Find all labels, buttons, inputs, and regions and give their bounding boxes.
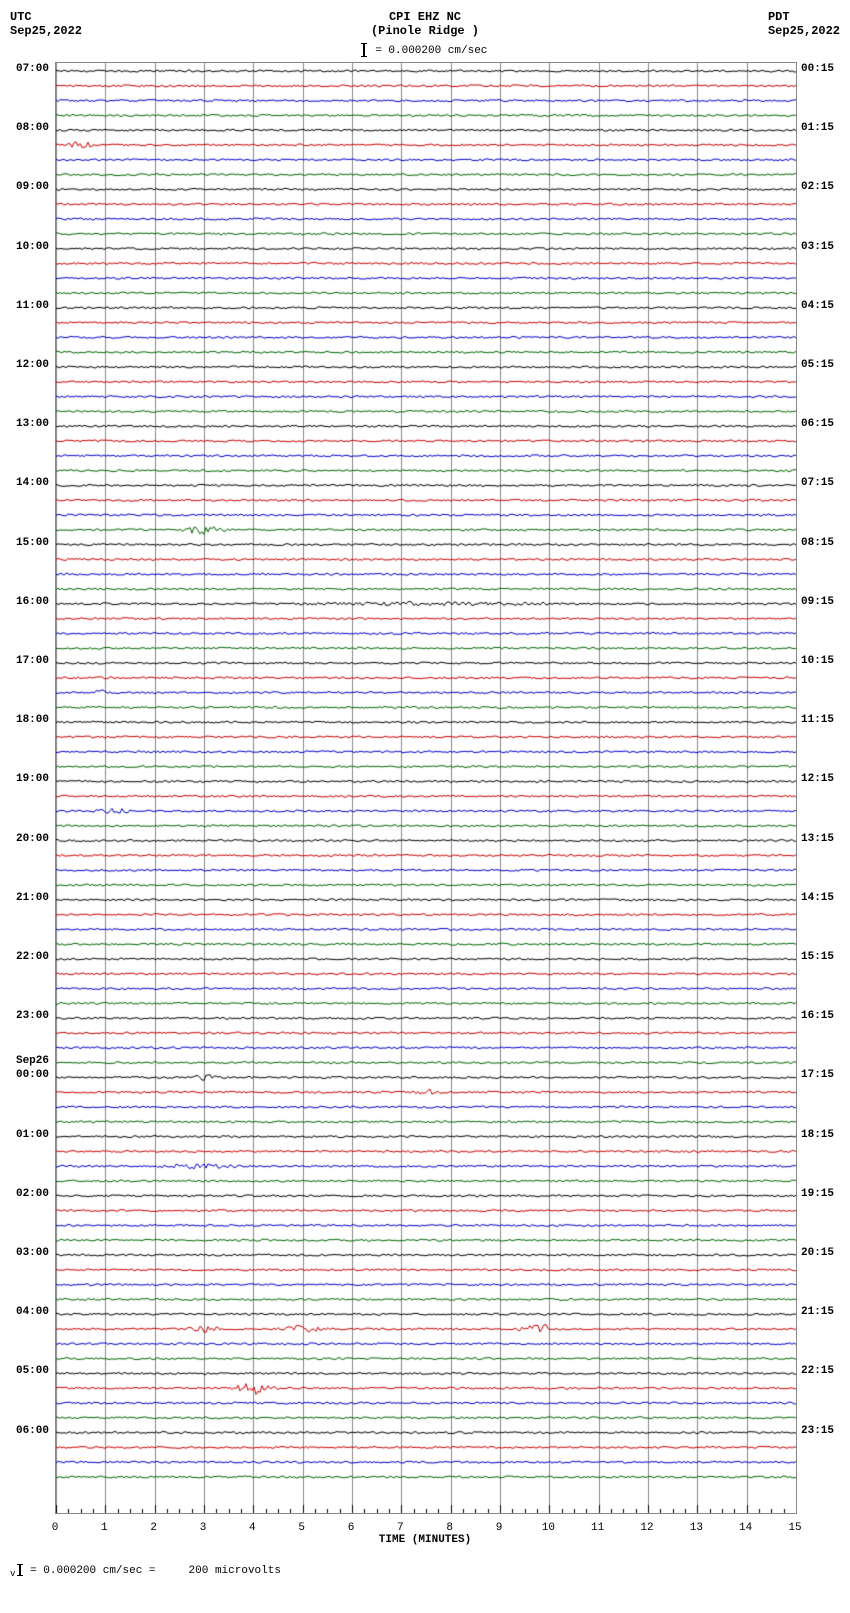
right-hour-label: 10:15 — [801, 656, 834, 667]
left-hour-label: 15:00 — [16, 538, 49, 549]
utc-label: UTC — [10, 10, 82, 24]
left-hour-label: 22:00 — [16, 952, 49, 963]
right-hour-label: 19:15 — [801, 1189, 834, 1200]
right-hour-label: 09:15 — [801, 597, 834, 608]
left-hour-label: 12:00 — [16, 360, 49, 371]
left-hour-label: 06:00 — [16, 1426, 49, 1437]
right-hour-label: 21:15 — [801, 1307, 834, 1318]
left-time-axis: Sep26 07:00 08:00 09:00 10:00 11:00 12:00 13:00… — [10, 62, 52, 1512]
header: UTC Sep25,2022 CPI EHZ NC (Pinole Ridge … — [10, 10, 840, 38]
footer-sub: v — [10, 1568, 16, 1579]
right-hour-label: 01:15 — [801, 123, 834, 134]
x-tick-label: 15 — [788, 1522, 801, 1534]
left-hour-label: 18:00 — [16, 715, 49, 726]
x-tick-label: 1 — [101, 1522, 108, 1534]
right-hour-label: 03:15 — [801, 242, 834, 253]
right-hour-label: 22:15 — [801, 1366, 834, 1377]
right-hour-label: 23:15 — [801, 1426, 834, 1437]
right-hour-label: 16:15 — [801, 1011, 834, 1022]
right-hour-label: 12:15 — [801, 774, 834, 785]
footer-suffix: 200 microvolts — [189, 1565, 281, 1577]
left-hour-label: 17:00 — [16, 656, 49, 667]
left-hour-label: 16:00 — [16, 597, 49, 608]
x-tick-label: 2 — [150, 1522, 157, 1534]
x-tick-label: 0 — [52, 1522, 59, 1534]
left-hour-label: 09:00 — [16, 182, 49, 193]
scale-legend: = 0.000200 cm/sec — [10, 43, 840, 57]
x-axis-title: TIME (MINUTES) — [379, 1534, 471, 1546]
x-tick-label: 8 — [446, 1522, 453, 1534]
right-hour-label: 07:15 — [801, 478, 834, 489]
x-tick-label: 12 — [640, 1522, 653, 1534]
right-hour-label: 15:15 — [801, 952, 834, 963]
scale-text: = 0.000200 cm/sec — [375, 45, 487, 57]
left-hour-label: 11:00 — [16, 301, 49, 312]
x-tick-label: 3 — [200, 1522, 207, 1534]
pdt-date: Sep25,2022 — [768, 24, 840, 38]
header-left: UTC Sep25,2022 — [10, 10, 82, 38]
right-hour-label: 02:15 — [801, 182, 834, 193]
header-center: CPI EHZ NC (Pinole Ridge ) — [371, 10, 479, 38]
right-hour-label: 11:15 — [801, 715, 834, 726]
x-tick-label: 5 — [298, 1522, 305, 1534]
x-tick-label: 7 — [397, 1522, 404, 1534]
right-hour-label: 14:15 — [801, 893, 834, 904]
x-tick-label: 11 — [591, 1522, 604, 1534]
footer-bar-icon — [19, 1564, 21, 1576]
right-time-axis: 00:15 01:15 02:15 03:15 04:15 05:15 06:15 07:15… — [798, 62, 840, 1512]
right-hour-label: 08:15 — [801, 538, 834, 549]
station-code: CPI EHZ NC — [371, 10, 479, 24]
left-hour-label: 01:00 — [16, 1130, 49, 1141]
right-hour-label: 00:15 — [801, 64, 834, 75]
left-hour-label: 14:00 — [16, 478, 49, 489]
left-hour-label: 20:00 — [16, 834, 49, 845]
utc-date: Sep25,2022 — [10, 24, 82, 38]
right-hour-label: 05:15 — [801, 360, 834, 371]
right-hour-label: 04:15 — [801, 301, 834, 312]
seismogram-plot — [55, 62, 797, 1514]
footer-scale: v = 0.000200 cm/sec = 200 microvolts — [10, 1564, 840, 1579]
left-hour-label: 02:00 — [16, 1189, 49, 1200]
left-hour-label: 19:00 — [16, 774, 49, 785]
x-axis: TIME (MINUTES) 0123456789101112131415 — [55, 1514, 795, 1544]
x-tick-label: 4 — [249, 1522, 256, 1534]
left-hour-label: 13:00 — [16, 419, 49, 430]
x-tick-label: 13 — [690, 1522, 703, 1534]
left-hour-label: 21:00 — [16, 893, 49, 904]
pdt-label: PDT — [768, 10, 840, 24]
footer-prefix: = 0.000200 cm/sec = — [30, 1565, 155, 1577]
left-hour-label: 03:00 — [16, 1248, 49, 1259]
right-hour-label: 13:15 — [801, 834, 834, 845]
right-hour-label: 20:15 — [801, 1248, 834, 1259]
left-hour-label: 07:00 — [16, 64, 49, 75]
header-right: PDT Sep25,2022 — [768, 10, 840, 38]
left-hour-label: 23:00 — [16, 1011, 49, 1022]
scale-bar-icon — [363, 43, 365, 57]
right-hour-label: 18:15 — [801, 1130, 834, 1141]
right-hour-label: 06:15 — [801, 419, 834, 430]
left-hour-label: 10:00 — [16, 242, 49, 253]
plot-container: Sep26 07:00 08:00 09:00 10:00 11:00 12:00 13:00… — [10, 62, 840, 1514]
left-hour-label: 00:00 — [16, 1070, 49, 1081]
x-tick-label: 6 — [348, 1522, 355, 1534]
x-tick-label: 9 — [496, 1522, 503, 1534]
left-hour-label: 08:00 — [16, 123, 49, 134]
right-hour-label: 17:15 — [801, 1070, 834, 1081]
left-date-label: Sep26 — [16, 1056, 49, 1067]
station-location: (Pinole Ridge ) — [371, 24, 479, 38]
seismogram-canvas — [56, 63, 796, 1513]
x-tick-label: 14 — [739, 1522, 752, 1534]
x-tick-label: 10 — [542, 1522, 555, 1534]
left-hour-label: 04:00 — [16, 1307, 49, 1318]
left-hour-label: 05:00 — [16, 1366, 49, 1377]
